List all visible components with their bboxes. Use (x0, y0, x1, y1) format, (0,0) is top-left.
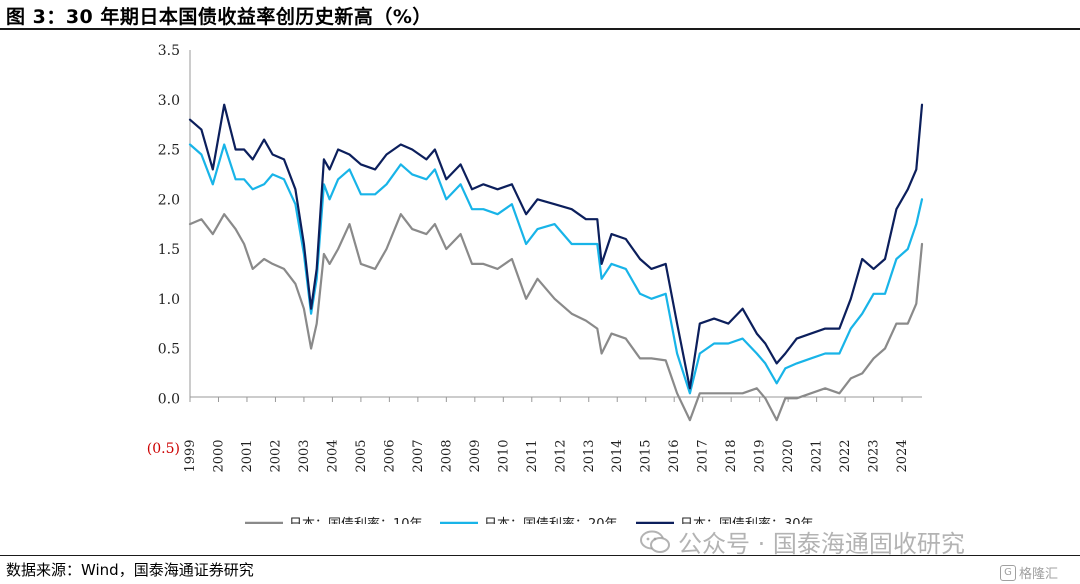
y-tick-label: (0.5) (147, 441, 180, 457)
series-line-s30 (188, 103, 924, 390)
wechat-icon (640, 530, 670, 553)
x-tick-label: 2003 (297, 439, 312, 472)
legend-item-s10: 日本：国债利率：10年 (245, 516, 423, 524)
x-tick-label: 2012 (553, 439, 568, 472)
x-tick-label: 2004 (325, 439, 340, 472)
x-tick-label: 2018 (724, 439, 739, 472)
legend-label: 日本：国债利率：10年 (289, 516, 423, 524)
y-tick-label: 2.0 (158, 192, 180, 208)
y-tick-label: 1.0 (158, 292, 180, 308)
x-tick-label: 2024 (895, 439, 910, 472)
legend-label: 日本：国债利率：30年 (680, 516, 814, 524)
x-tick-label: 2010 (496, 439, 511, 472)
y-tick-label: 3.0 (158, 93, 180, 109)
x-tick-label: 2011 (525, 439, 540, 472)
chart-legend: 日本：国债利率：10年 日本：国债利率：20年 日本：国债利率：30年 (245, 516, 814, 524)
footer-divider (0, 555, 1080, 556)
data-source: 数据来源：Wind，国泰海通证券研究 (6, 561, 254, 579)
x-tick-label: 1999 (183, 439, 198, 472)
x-tick-label: 2017 (696, 439, 711, 472)
y-tick-label: 3.5 (158, 43, 180, 59)
x-tick-label: 2000 (211, 439, 226, 472)
x-tick-label: 2015 (639, 439, 654, 472)
x-tick-label: 2019 (753, 439, 768, 472)
x-tick-label: 2001 (240, 439, 255, 472)
y-tick-label: 1.5 (158, 242, 180, 258)
y-tick-label: 0.5 (158, 342, 180, 358)
series-layer (188, 103, 924, 422)
x-tick-label: 2016 (667, 439, 682, 472)
x-tick-label: 2009 (468, 439, 483, 472)
x-axis: 1999 2000 2001 2002 2003 2004 2005 2006 2007 2008… (183, 396, 922, 473)
x-tick-label: 2021 (810, 439, 825, 472)
x-tick-label: 2005 (354, 439, 369, 472)
watermark-text: 公众号 · 国泰海通固收研究 (678, 530, 965, 558)
badge-icon: G (1000, 564, 1016, 581)
series-line-s20 (188, 143, 924, 395)
x-tick-label: 2022 (838, 439, 853, 472)
x-tick-label: 2020 (781, 439, 796, 472)
legend-label: 日本：国债利率：20年 (484, 516, 618, 524)
y-tick-label: 0.0 (158, 391, 180, 407)
y-tick-label: 2.5 (158, 143, 180, 159)
x-tick-label: 2013 (582, 439, 597, 472)
badge: G 格隆汇 (1000, 563, 1058, 582)
line-chart: 3.5 3.0 2.5 2.0 1.5 1.0 0.5 0.0 (0.5) 1999 2000 20… (147, 43, 924, 524)
legend-item-s30: 日本：国债利率：30年 (636, 516, 814, 524)
chart-title: 图 3：30 年期日本国债收益率创历史新高（%） (6, 6, 432, 28)
x-tick-label: 2002 (268, 439, 283, 472)
legend-item-s20: 日本：国债利率：20年 (440, 516, 618, 524)
title-divider (0, 28, 1080, 30)
x-tick-label: 2023 (867, 439, 882, 472)
x-tick-label: 2008 (439, 439, 454, 472)
series-line-s10 (188, 213, 924, 422)
y-axis: 3.5 3.0 2.5 2.0 1.5 1.0 0.5 0.0 (0.5) (147, 43, 191, 457)
x-tick-label: 2006 (382, 439, 397, 472)
badge-text: 格隆汇 (1019, 567, 1059, 582)
watermark: 公众号 · 国泰海通固收研究 (640, 524, 965, 559)
x-tick-label: 2014 (610, 439, 625, 472)
x-tick-label: 2007 (411, 439, 426, 472)
